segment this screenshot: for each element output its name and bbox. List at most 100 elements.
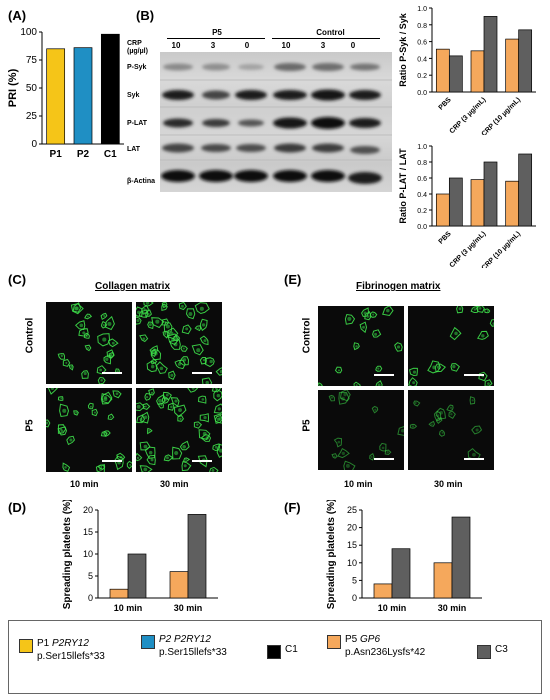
platelet-shape — [397, 426, 404, 436]
platelet-shape — [384, 449, 392, 456]
platelet-shape — [456, 306, 464, 314]
platelet-shape — [372, 329, 382, 338]
platelet-shape — [163, 454, 174, 462]
platelet-shape — [97, 333, 111, 347]
lane-label: 3 — [320, 41, 326, 50]
legend-p5-label: P5 — [345, 634, 361, 645]
y-tick-label: 25 — [26, 111, 38, 122]
bar — [448, 55, 463, 93]
platelet-core — [65, 361, 68, 364]
platelet-shape — [150, 349, 157, 357]
platelet-shape — [136, 316, 142, 325]
panel-letter-d: (D) — [8, 500, 27, 515]
platelet-shape — [144, 392, 152, 401]
platelet-shape — [170, 397, 180, 408]
legend-c3-label: C3 — [495, 644, 508, 655]
platelet-shape — [139, 334, 149, 343]
platelet-core — [355, 345, 358, 348]
bar — [448, 177, 463, 227]
platelet-core — [100, 379, 103, 382]
platelet-core — [170, 405, 173, 409]
platelet-shape — [484, 308, 491, 314]
platelet-core — [370, 456, 373, 458]
platelet-core — [363, 311, 367, 315]
platelet-core — [115, 392, 119, 396]
legend-item-p5: P5 GP6 p.Asn236Lysfs*42 — [327, 633, 425, 659]
platelet-shape — [87, 402, 94, 410]
micrograph-collagen-control-10 — [46, 302, 132, 384]
platelet-shape — [84, 313, 93, 320]
bar — [470, 50, 485, 93]
platelet-core — [160, 404, 163, 407]
platelet-shape — [477, 330, 489, 340]
panel-letter-f: (F) — [284, 500, 301, 515]
platelet-core — [109, 416, 112, 419]
platelet-core — [102, 337, 107, 342]
fibrinogen-time-label: 30 min — [434, 479, 463, 489]
platelet-shape — [409, 423, 418, 429]
micrograph-collagen-p5-10 — [46, 388, 132, 472]
platelet-core — [386, 308, 390, 313]
legend-swatch-c1 — [267, 645, 281, 659]
y-tick-label: 1.0 — [417, 6, 427, 13]
platelet-core — [145, 302, 150, 305]
platelet-core — [93, 411, 97, 414]
y-axis-label: Spreading platelets (%) — [326, 500, 337, 609]
platelet-shape — [193, 421, 203, 429]
lane-label: 3 — [210, 41, 216, 50]
bar — [483, 161, 498, 227]
platelet-core — [362, 325, 365, 329]
platelet-shape — [438, 429, 445, 437]
platelet-core — [487, 382, 490, 385]
y-tick-label: 0 — [31, 139, 37, 150]
platelet-core — [411, 425, 415, 428]
x-tick-label: C1 — [104, 149, 117, 160]
platelet-core — [473, 308, 477, 311]
legend-p1-variant: p.Ser15llefs*33 — [37, 651, 105, 662]
platelet-shape — [114, 455, 124, 471]
y-tick-label: 0.8 — [417, 23, 427, 30]
platelet-shape — [361, 307, 370, 318]
platelet-shape — [369, 311, 378, 318]
platelet-core — [170, 373, 174, 377]
blot-row-label: Syk — [127, 92, 140, 99]
bar — [470, 179, 485, 227]
legend-item-p2: P2 P2RY12 p.Ser15llefs*33 — [141, 633, 227, 659]
platelet-shape — [70, 303, 84, 315]
platelet-shape — [62, 462, 71, 472]
x-tick-label: P1 — [50, 149, 63, 160]
platelet-shape — [475, 306, 485, 313]
platelet-shape — [95, 464, 106, 472]
platelet-shape — [100, 312, 108, 321]
platelet-core — [185, 327, 189, 331]
platelet-core — [79, 323, 84, 328]
micrograph-fibrinogen-p5-30 — [408, 390, 494, 470]
platelet-shape — [100, 431, 108, 437]
platelet-core — [475, 428, 479, 432]
platelet-core — [396, 345, 401, 349]
y-tick-label: 0.0 — [417, 90, 427, 97]
bar — [433, 562, 453, 599]
platelet-core — [197, 327, 200, 330]
platelet-shape — [139, 465, 153, 472]
x-tick-label: CRP (3 µg/mL) — [449, 96, 488, 135]
y-tick-label: 100 — [20, 27, 37, 38]
fibrinogen-row-label: P5 — [301, 419, 313, 432]
platelet-core — [159, 366, 164, 371]
legend-swatch-p5 — [327, 635, 341, 649]
lane-label: 10 — [281, 41, 291, 50]
crp-label: CRP (µg/µl) — [127, 40, 148, 56]
platelet-shape — [91, 408, 98, 417]
platelet-core — [219, 369, 222, 374]
blot-image — [160, 52, 392, 192]
y-tick-label: 0.6 — [417, 40, 427, 47]
platelet-core — [201, 323, 206, 327]
platelet-core — [144, 405, 147, 408]
platelet-core — [377, 367, 380, 370]
platelet-core — [199, 306, 204, 311]
panel-letter-e: (E) — [284, 272, 302, 287]
panel-letter-a: (A) — [8, 8, 27, 23]
platelet-shape — [199, 335, 209, 346]
